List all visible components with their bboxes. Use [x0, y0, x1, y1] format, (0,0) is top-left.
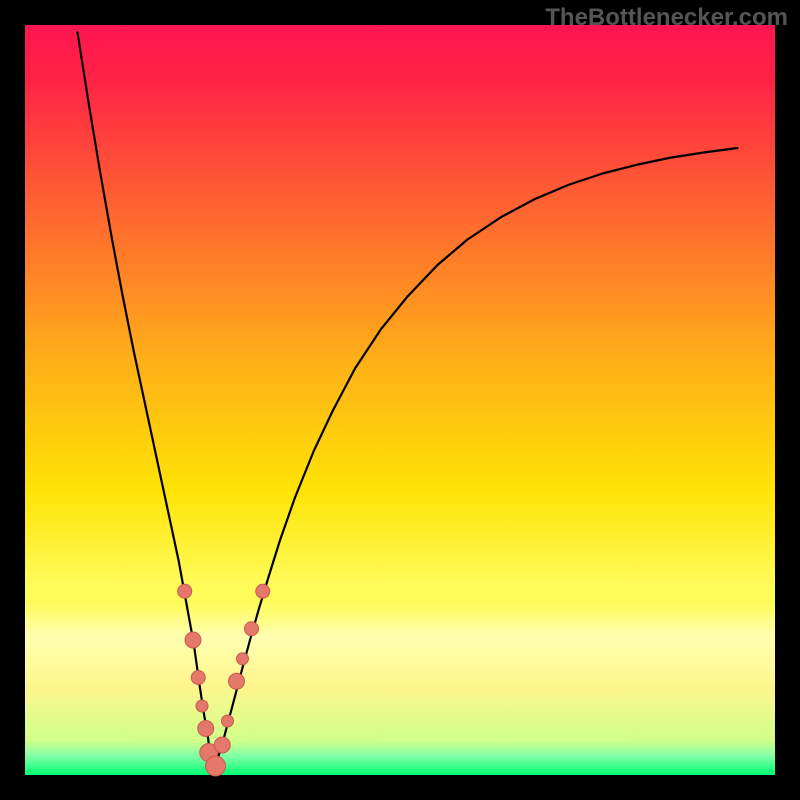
marker-point [237, 653, 249, 665]
marker-point [178, 584, 192, 598]
marker-point [256, 584, 270, 598]
watermark-text: TheBottlenecker.com [545, 4, 788, 32]
marker-point [191, 671, 205, 685]
marker-point [229, 673, 245, 689]
marker-point [196, 700, 208, 712]
bottleneck-chart [0, 0, 800, 800]
chart-container: TheBottlenecker.com [0, 0, 800, 800]
marker-point [214, 737, 230, 753]
chart-background [25, 25, 775, 775]
marker-point [198, 721, 214, 737]
marker-point [185, 632, 201, 648]
marker-point [206, 756, 226, 776]
marker-point [222, 715, 234, 727]
marker-point [245, 622, 259, 636]
